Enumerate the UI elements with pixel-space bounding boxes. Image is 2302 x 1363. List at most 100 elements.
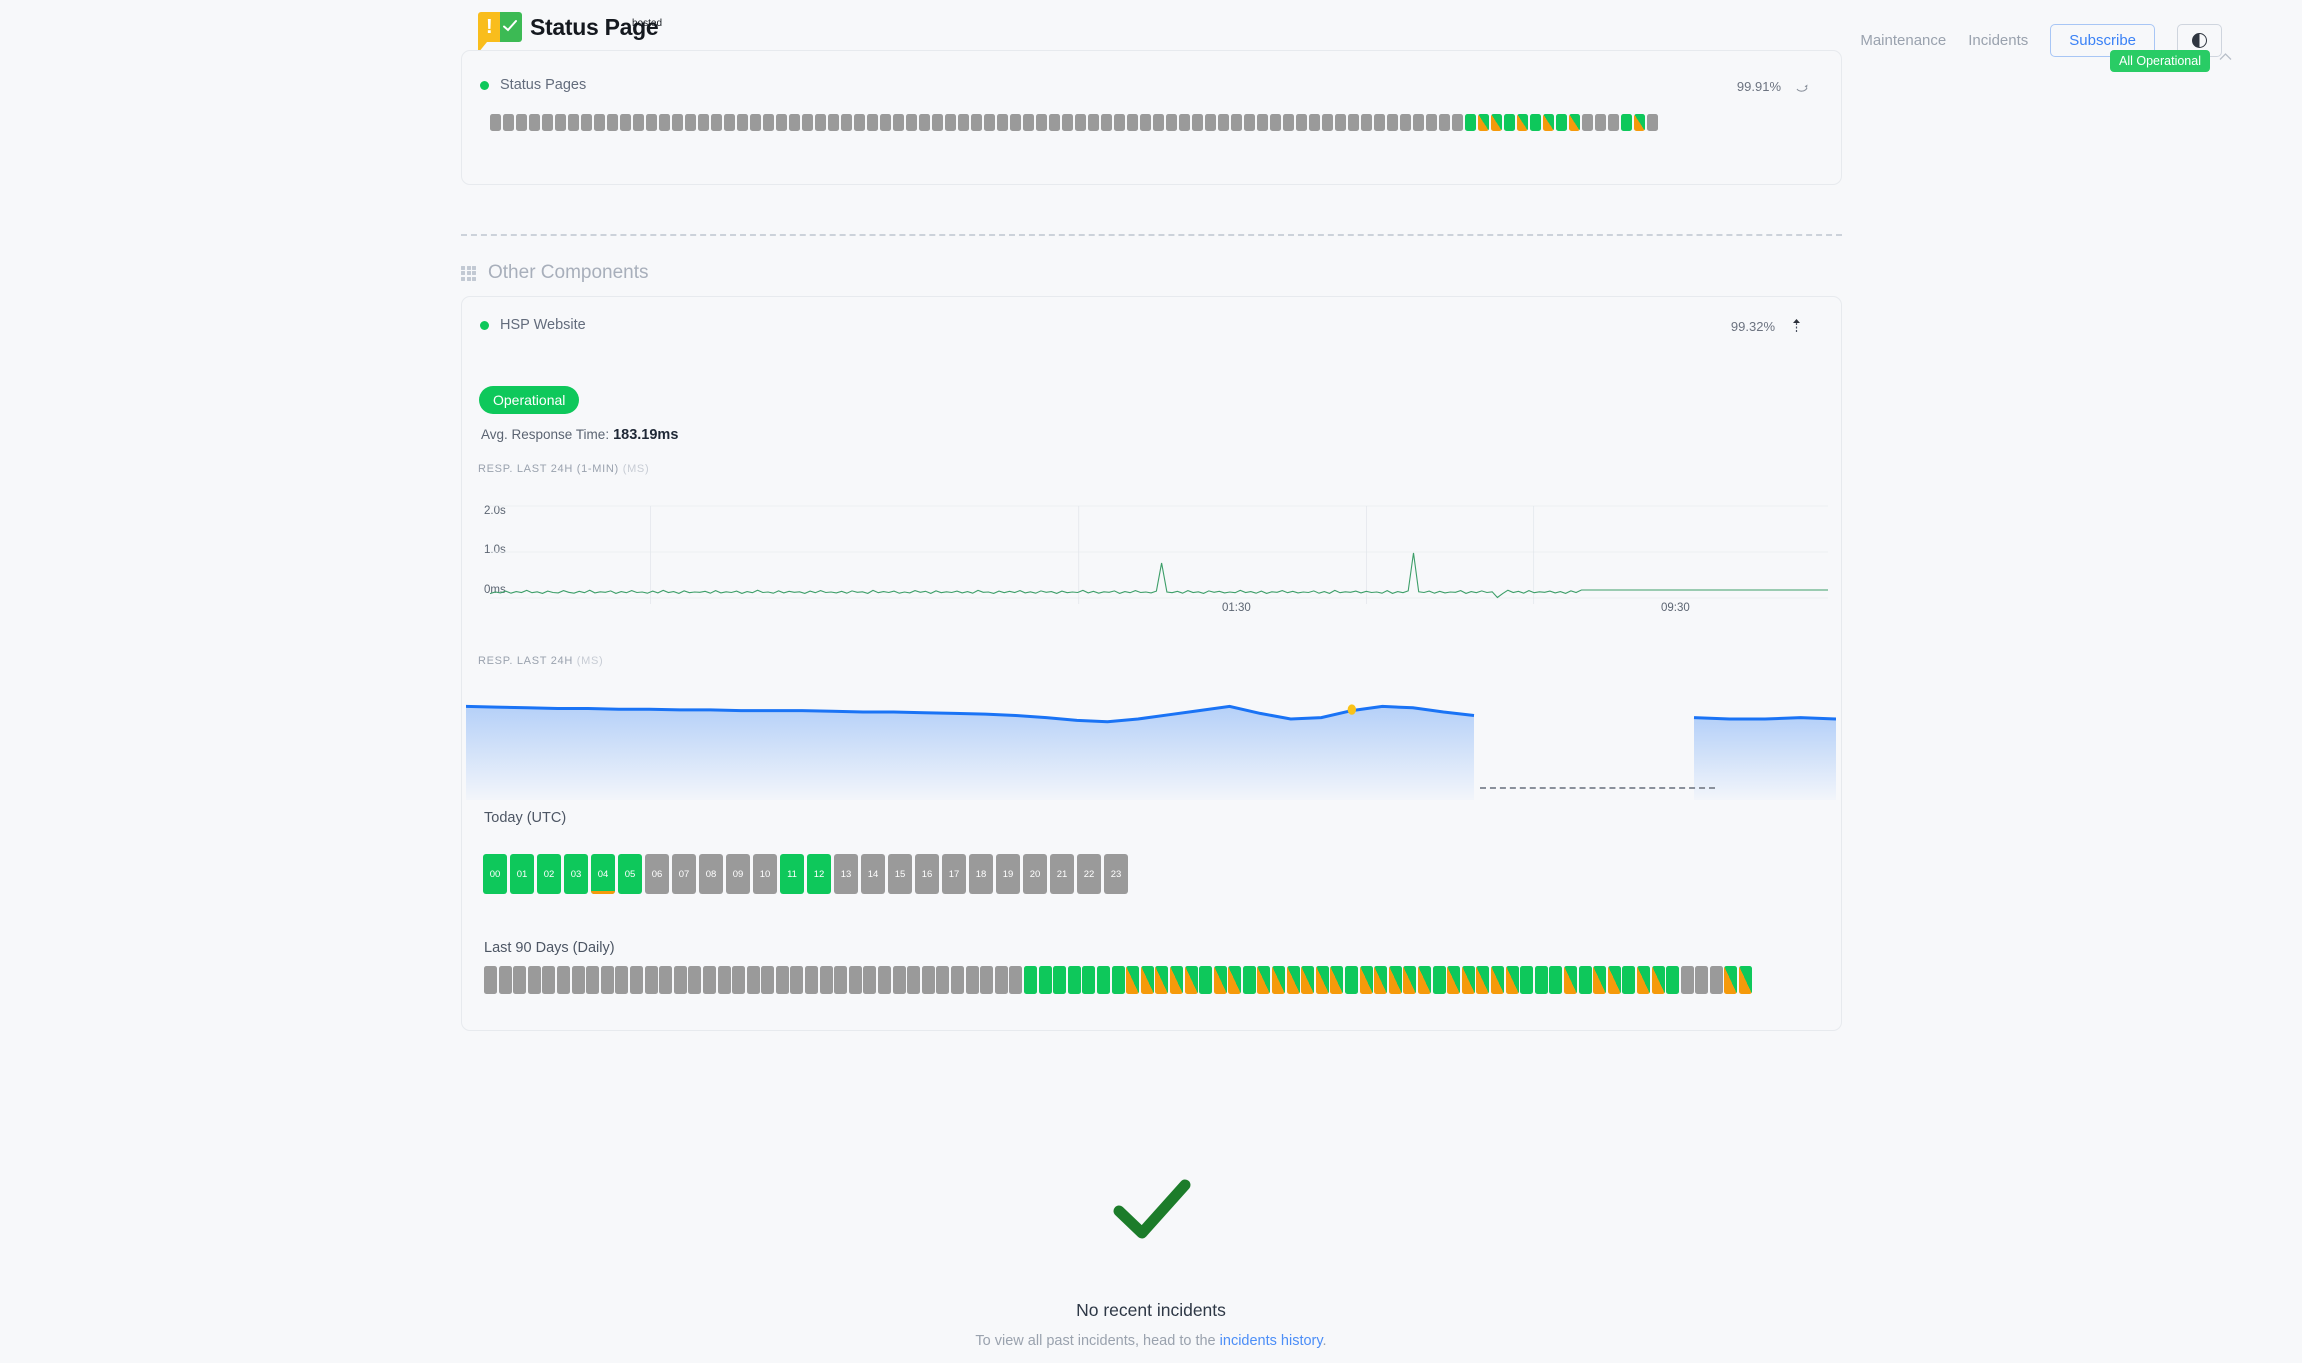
hour-bar[interactable]: 19 — [996, 854, 1020, 894]
uptime-bar[interactable] — [763, 114, 774, 131]
uptime-bar[interactable] — [1049, 114, 1060, 131]
day-bar[interactable] — [1111, 966, 1125, 994]
uptime-bar[interactable] — [1556, 114, 1567, 131]
refresh-icon[interactable] — [1796, 81, 1809, 92]
day-bar[interactable] — [1155, 966, 1169, 994]
uptime-bar[interactable] — [542, 114, 553, 131]
day-bar[interactable] — [1169, 966, 1183, 994]
day-bar[interactable] — [1739, 966, 1753, 994]
uptime-bar[interactable] — [1387, 114, 1398, 131]
day-bar[interactable] — [1228, 966, 1242, 994]
day-bar[interactable] — [1213, 966, 1227, 994]
day-bar[interactable] — [1272, 966, 1286, 994]
uptime-bar[interactable] — [1621, 114, 1632, 131]
day-bar[interactable] — [600, 966, 614, 994]
uptime-bar[interactable] — [581, 114, 592, 131]
uptime-bar[interactable] — [1569, 114, 1580, 131]
day-bar[interactable] — [805, 966, 819, 994]
uptime-bar[interactable] — [1335, 114, 1346, 131]
uptime-bar[interactable] — [490, 114, 501, 131]
uptime-bar[interactable] — [1322, 114, 1333, 131]
day-bar[interactable] — [1418, 966, 1431, 994]
uptime-bar[interactable] — [1192, 114, 1203, 131]
day-bar[interactable] — [542, 966, 556, 994]
uptime-bar[interactable] — [1166, 114, 1177, 131]
uptime-bar[interactable] — [1101, 114, 1112, 131]
uptime-bar[interactable] — [555, 114, 566, 131]
uptime-bar[interactable] — [984, 114, 995, 131]
uptime-bar[interactable] — [1426, 114, 1437, 131]
hour-bar[interactable]: 23 — [1104, 854, 1128, 894]
day-bar[interactable] — [556, 966, 570, 994]
hour-bar[interactable]: 04 — [591, 854, 615, 894]
day-bar[interactable] — [1651, 966, 1665, 994]
area-marker-dot[interactable] — [1347, 704, 1357, 715]
nav-incidents[interactable]: Incidents — [1968, 32, 2029, 49]
day-bar[interactable] — [498, 966, 512, 994]
uptime-bar[interactable] — [1140, 114, 1151, 131]
uptime-bar[interactable] — [1257, 114, 1268, 131]
day-bar[interactable] — [936, 966, 950, 994]
hour-bar[interactable]: 14 — [861, 854, 885, 894]
day-bar[interactable] — [790, 966, 804, 994]
hour-bar[interactable]: 20 — [1023, 854, 1047, 894]
day-bar[interactable] — [571, 966, 585, 994]
uptime-bar[interactable] — [1205, 114, 1216, 131]
day-bar[interactable] — [1607, 966, 1621, 994]
uptime-bar[interactable] — [1296, 114, 1307, 131]
day-bar[interactable] — [1140, 966, 1154, 994]
day-bar[interactable] — [775, 966, 789, 994]
uptime-bar[interactable] — [1634, 114, 1645, 131]
day-bar[interactable] — [1666, 966, 1680, 994]
hour-bar[interactable]: 11 — [780, 854, 804, 894]
uptime-bar[interactable] — [919, 114, 930, 131]
subscribe-button[interactable]: Subscribe — [2050, 24, 2155, 57]
uptime-bar[interactable] — [1361, 114, 1372, 131]
uptime-bar[interactable] — [1478, 114, 1489, 131]
uptime-bar[interactable] — [711, 114, 722, 131]
uptime-bar[interactable] — [659, 114, 670, 131]
day-bar[interactable] — [586, 966, 600, 994]
day-bar[interactable] — [746, 966, 760, 994]
day-bar[interactable] — [527, 966, 541, 994]
hour-bar[interactable]: 06 — [645, 854, 669, 894]
uptime-bar[interactable] — [1413, 114, 1424, 131]
uptime-bar[interactable] — [789, 114, 800, 131]
day-bar[interactable] — [1359, 966, 1373, 994]
day-bar[interactable] — [1578, 966, 1592, 994]
day-bar[interactable] — [907, 966, 921, 994]
day-bar[interactable] — [1695, 966, 1709, 994]
day-bar[interactable] — [1330, 966, 1344, 994]
day-bar[interactable] — [1432, 966, 1446, 994]
day-bar[interactable] — [1286, 966, 1300, 994]
theme-toggle-button[interactable] — [2177, 24, 2222, 57]
day-bar[interactable] — [834, 966, 848, 994]
uptime-bar[interactable] — [945, 114, 956, 131]
day-bar[interactable] — [1680, 966, 1694, 994]
uptime-bar[interactable] — [1647, 114, 1658, 131]
uptime-bar[interactable] — [1504, 114, 1515, 131]
uptime-bar[interactable] — [1088, 114, 1099, 131]
uptime-bar[interactable] — [997, 114, 1008, 131]
uptime-bar[interactable] — [1400, 114, 1411, 131]
uptime-bar[interactable] — [685, 114, 696, 131]
uptime-bar[interactable] — [828, 114, 839, 131]
arrow-up-icon[interactable] — [1792, 319, 1801, 333]
uptime-bar[interactable] — [1595, 114, 1606, 131]
day-bar[interactable] — [921, 966, 935, 994]
uptime-bar[interactable] — [880, 114, 891, 131]
hour-bar[interactable]: 13 — [834, 854, 858, 894]
day-bar[interactable] — [629, 966, 643, 994]
uptime-bar[interactable] — [1062, 114, 1073, 131]
uptime-bar[interactable] — [932, 114, 943, 131]
nav-maintenance[interactable]: Maintenance — [1860, 32, 1947, 49]
uptime-bar[interactable] — [1348, 114, 1359, 131]
day-bar[interactable] — [965, 966, 979, 994]
uptime-bar[interactable] — [1036, 114, 1047, 131]
day-bar[interactable] — [644, 966, 658, 994]
uptime-bar[interactable] — [1218, 114, 1229, 131]
day-bar[interactable] — [1636, 966, 1650, 994]
hour-bar[interactable]: 15 — [888, 854, 912, 894]
uptime-bar[interactable] — [1608, 114, 1619, 131]
uptime-bar[interactable] — [1452, 114, 1463, 131]
